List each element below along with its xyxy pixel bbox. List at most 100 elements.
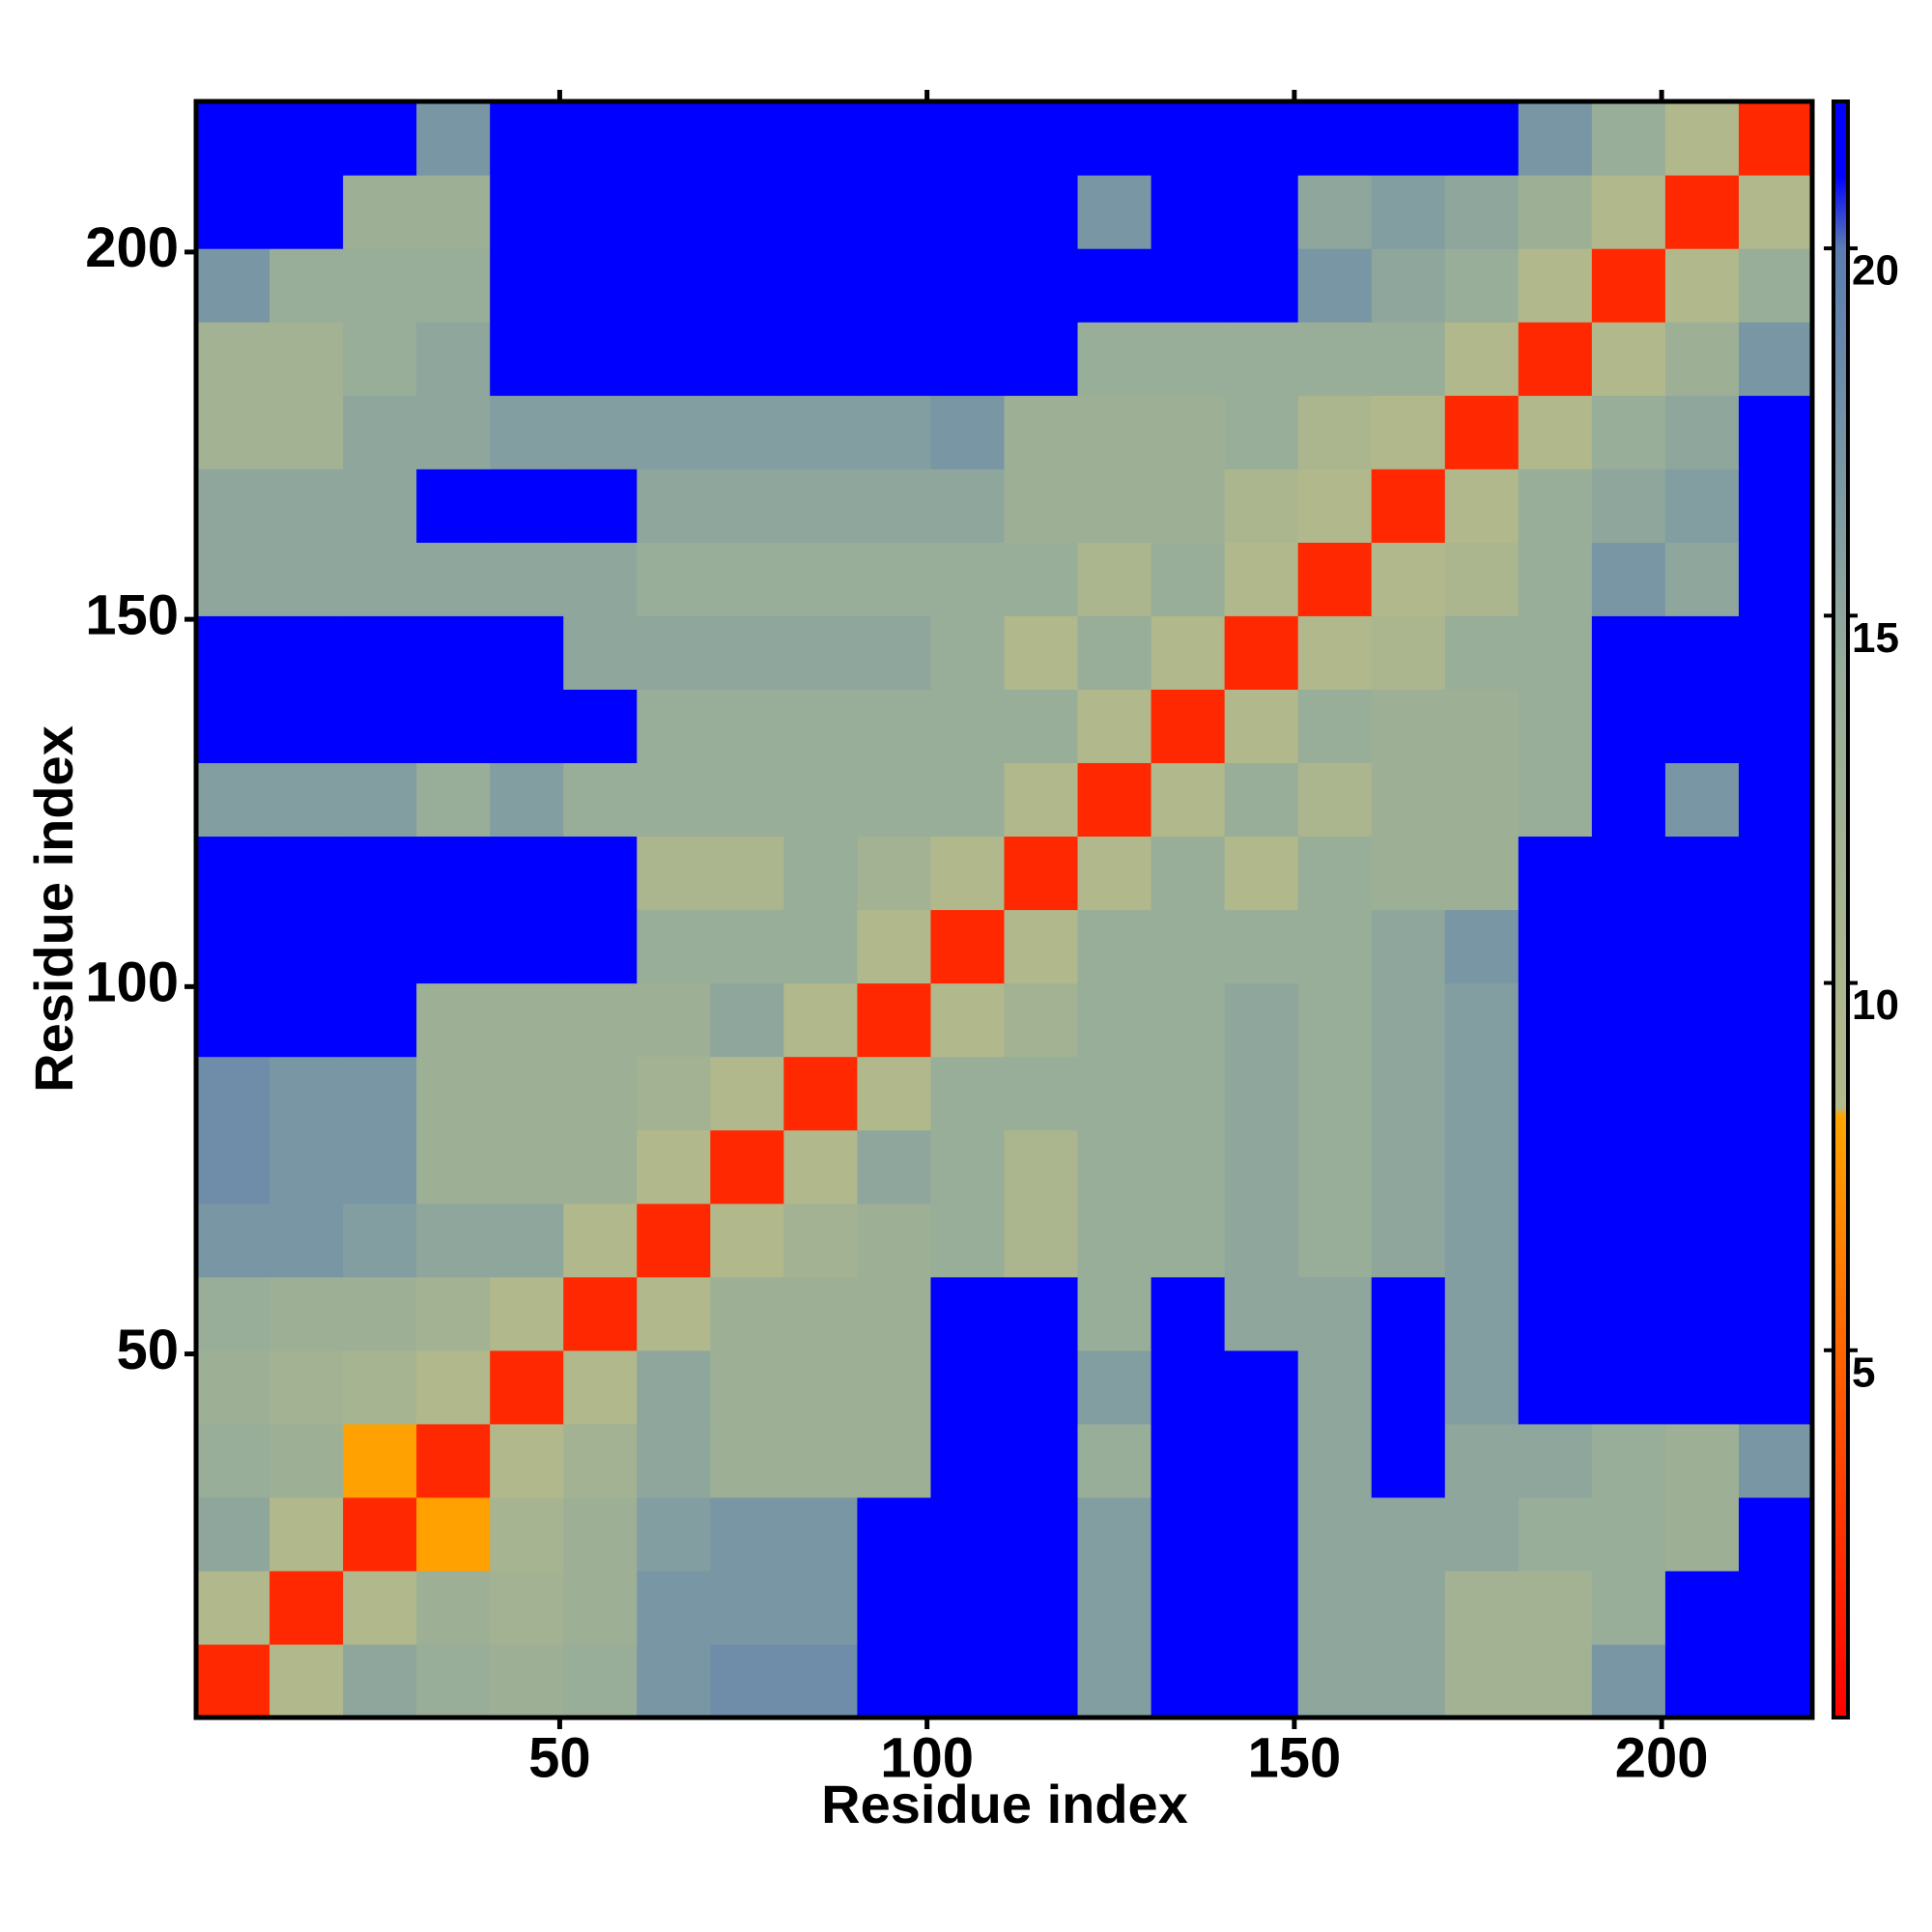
heatmap-cell	[1738, 322, 1813, 396]
heatmap-cell	[196, 175, 270, 249]
heatmap-cell	[783, 1350, 859, 1425]
heatmap-cell	[1297, 1570, 1373, 1645]
heatmap-cell	[1738, 248, 1813, 323]
heatmap-cell	[490, 762, 564, 838]
y-tick-label: 100	[85, 952, 179, 1014]
heatmap-cell	[1297, 1350, 1373, 1425]
heatmap-cell	[196, 909, 270, 984]
heatmap-cell	[1371, 1203, 1446, 1278]
heatmap-cell	[637, 982, 711, 1058]
heatmap-cell	[563, 469, 638, 543]
heatmap-cell	[1151, 1570, 1226, 1645]
heatmap-cell	[710, 689, 784, 764]
heatmap-cell	[1518, 1129, 1593, 1205]
heatmap-cell	[1224, 1350, 1299, 1425]
heatmap-cell	[930, 248, 1006, 323]
heatmap-cell	[490, 1423, 564, 1498]
heatmap-cell	[1444, 909, 1520, 984]
heatmap-cell	[1371, 248, 1446, 323]
heatmap-cell	[1371, 689, 1446, 764]
heatmap-cell	[637, 1203, 711, 1278]
heatmap-cell	[563, 1423, 638, 1498]
heatmap-cell	[490, 248, 564, 323]
heatmap-cell	[783, 762, 859, 838]
heatmap-cell	[563, 615, 638, 690]
heatmap-cell	[930, 1643, 1006, 1719]
heatmap-cell	[710, 1496, 784, 1572]
heatmap-cell	[1077, 1203, 1152, 1278]
heatmap-cell	[1591, 1570, 1666, 1645]
y-axis-title: Residue index	[23, 725, 84, 1093]
heatmap-cell	[563, 1056, 638, 1131]
heatmap-cell	[563, 395, 638, 469]
heatmap-cell	[1518, 1350, 1593, 1425]
heatmap-cell	[637, 395, 711, 469]
heatmap-cell	[270, 175, 344, 249]
heatmap-cell	[1664, 1350, 1740, 1425]
heatmap-cell	[1591, 762, 1666, 838]
heatmap-cell	[710, 982, 784, 1058]
heatmap-cell	[1738, 1423, 1813, 1498]
heatmap-cell	[1004, 175, 1079, 249]
heatmap-cell	[1591, 1496, 1666, 1572]
heatmap-cell	[343, 542, 417, 616]
heatmap-cell	[637, 248, 711, 323]
heatmap-cell	[416, 248, 491, 323]
heatmap-cell	[1444, 542, 1520, 616]
heatmap-cell	[1591, 615, 1666, 690]
heatmap-cell	[1297, 689, 1373, 764]
heatmap-cell	[637, 1423, 711, 1498]
heatmap-cell	[1444, 1570, 1520, 1645]
heatmap-cell	[857, 1129, 932, 1205]
heatmap-cell	[710, 615, 784, 690]
heatmap-cell	[1664, 689, 1740, 764]
heatmap-cell	[343, 1129, 417, 1205]
heatmap-cell	[196, 836, 270, 911]
heatmap-cell	[196, 1570, 270, 1645]
heatmap-cell	[1004, 689, 1079, 764]
heatmap-cell	[1738, 1350, 1813, 1425]
heatmap-cells	[196, 101, 1813, 1719]
heatmap-cell	[416, 1203, 491, 1278]
heatmap-cell	[930, 322, 1006, 396]
heatmap-cell	[343, 762, 417, 838]
heatmap-cell	[1371, 909, 1446, 984]
heatmap-cell	[1224, 615, 1299, 690]
heatmap-cell	[1444, 982, 1520, 1058]
heatmap-cell	[1151, 1276, 1226, 1351]
heatmap-cell	[710, 542, 784, 616]
heatmap-cell	[1077, 1423, 1152, 1498]
heatmap-cell	[1151, 175, 1226, 249]
heatmap-cell	[1371, 395, 1446, 469]
heatmap-cell	[270, 909, 344, 984]
heatmap-cell	[1077, 836, 1152, 911]
heatmap-cell	[490, 175, 564, 249]
heatmap-cell	[710, 1423, 784, 1498]
heatmap-cell	[1444, 615, 1520, 690]
heatmap-cell	[1738, 1496, 1813, 1572]
heatmap-cell	[270, 762, 344, 838]
heatmap-cell	[1591, 542, 1666, 616]
heatmap-cell	[637, 615, 711, 690]
heatmap-cell	[783, 322, 859, 396]
heatmap-cell	[857, 1276, 932, 1351]
heatmap-cell	[857, 1350, 932, 1425]
heatmap-cell	[196, 248, 270, 323]
heatmap-cell	[1371, 1056, 1446, 1131]
heatmap-cell	[563, 982, 638, 1058]
heatmap-cell	[783, 1276, 859, 1351]
heatmap-cell	[196, 542, 270, 616]
heatmap-cell	[1297, 469, 1373, 543]
heatmap-cell	[1444, 101, 1520, 176]
heatmap-cell	[1004, 1350, 1079, 1425]
heatmap-cell	[1738, 1129, 1813, 1205]
heatmap-cell	[563, 1570, 638, 1645]
heatmap-cell	[343, 1570, 417, 1645]
colorbar-tick-label: 5	[1852, 1349, 1875, 1396]
heatmap-cell	[1297, 1129, 1373, 1205]
heatmap-cell	[1371, 1129, 1446, 1205]
heatmap-cell	[1371, 1570, 1446, 1645]
heatmap-cell	[1371, 175, 1446, 249]
heatmap-cell	[1518, 1570, 1593, 1645]
